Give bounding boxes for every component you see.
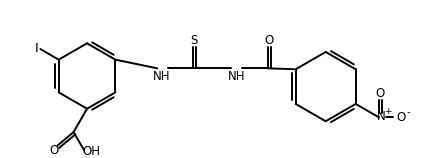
Text: NH: NH (153, 70, 171, 83)
Text: +: + (384, 107, 391, 116)
Text: -: - (406, 108, 410, 118)
Text: N: N (377, 110, 385, 123)
Text: S: S (190, 34, 197, 47)
Text: O: O (49, 144, 58, 157)
Text: O: O (375, 87, 384, 100)
Text: O: O (397, 111, 406, 124)
Text: NH: NH (228, 70, 245, 83)
Text: O: O (264, 34, 273, 47)
Text: I: I (35, 42, 38, 55)
Text: OH: OH (83, 145, 101, 158)
